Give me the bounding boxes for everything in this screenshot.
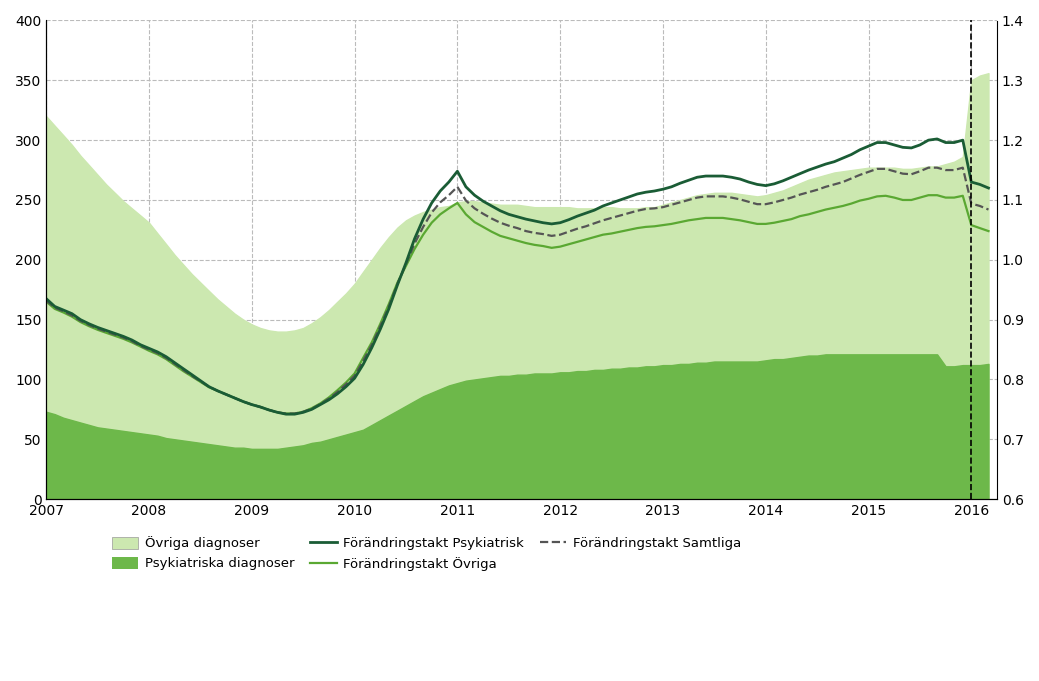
Legend: Övriga diagnoser, Psykiatriska diagnoser, Förändringstakt Psykiatrisk, Förändrin: Övriga diagnoser, Psykiatriska diagnoser…	[107, 531, 746, 576]
